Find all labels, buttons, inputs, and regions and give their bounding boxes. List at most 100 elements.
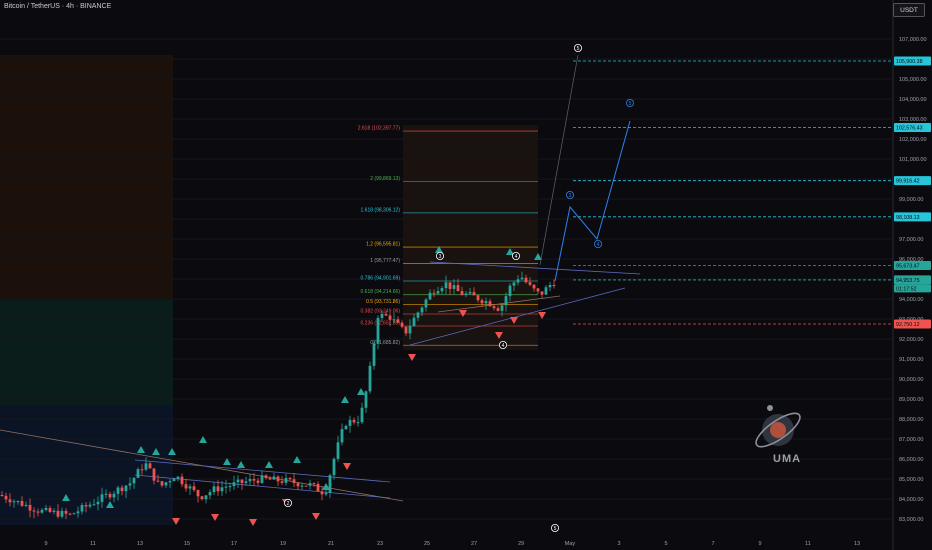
watermark-logo-icon [755, 412, 801, 448]
candle-body [176, 476, 180, 479]
x-tick-label: 19 [280, 541, 286, 547]
candle-body [148, 463, 152, 469]
x-tick-label: 23 [377, 541, 383, 547]
candle-body [260, 475, 264, 483]
candle-body [304, 485, 308, 487]
buy-signal-icon [435, 246, 443, 253]
candle-body [68, 513, 72, 515]
candle-body [248, 479, 252, 482]
buy-signal-icon [506, 248, 514, 255]
sell-signal-icon [538, 312, 546, 319]
candle-body [284, 477, 288, 483]
trend-line [409, 287, 626, 346]
candle-body [464, 293, 468, 296]
candle-body [420, 307, 424, 313]
candle-body [348, 419, 352, 426]
y-tick-label: 105,000.00 [899, 77, 927, 83]
wave-label: 3 [439, 254, 442, 260]
candle-body [412, 317, 416, 327]
candle-body [52, 510, 56, 512]
candle-body [164, 482, 168, 486]
price-tag [894, 56, 931, 66]
candle-body [236, 479, 240, 483]
y-tick-label: 101,000.00 [899, 157, 927, 163]
buy-signal-icon [341, 396, 349, 403]
y-tick-label: 90,000.00 [899, 377, 923, 383]
x-tick-label: 9 [44, 541, 47, 547]
candle-body [440, 288, 444, 292]
candle-body [120, 487, 124, 492]
candle-body [288, 477, 292, 480]
candle-body [328, 475, 332, 493]
candle-body [232, 482, 236, 487]
x-tick-label: 27 [471, 541, 477, 547]
wave-label-circle [512, 251, 521, 260]
candle-body [436, 291, 440, 294]
candle-body [396, 319, 400, 323]
candle-body [540, 291, 544, 295]
candle-body [104, 493, 108, 495]
candle-body [532, 284, 536, 289]
buy-signal-icon [152, 448, 160, 455]
candle-body [136, 469, 140, 478]
wave-label-circle [566, 190, 575, 199]
candle-body [296, 483, 300, 487]
y-tick-label: 104,000.00 [899, 97, 927, 103]
fib-label: 0.5 (93,731.86) [366, 299, 400, 305]
candle-body [484, 301, 488, 304]
x-tick-label: 13 [854, 541, 860, 547]
candle-body [424, 299, 428, 308]
buy-signal-icon [357, 388, 365, 395]
buy-signal-icon [106, 501, 114, 508]
chart-title: Bitcoin / TetherUS · 4h · BINANCE [4, 3, 112, 10]
wave-label-circle [574, 44, 583, 53]
buy-signal-icon [199, 436, 207, 443]
wave-label-circle [594, 239, 603, 248]
buy-signal-icon [534, 253, 542, 260]
candle-body [516, 279, 520, 283]
wave-label: 4 [597, 242, 600, 248]
sell-signal-icon [343, 463, 351, 470]
y-tick-label: 102,000.00 [899, 137, 927, 143]
candle-body [492, 306, 496, 309]
y-tick-label: 83,000.00 [899, 517, 923, 523]
x-tick-label: 11 [805, 541, 811, 547]
price-tag-label: 92,750.12 [896, 322, 920, 328]
wave-label-circle [283, 498, 292, 507]
price-tag [894, 176, 931, 186]
candle-body [204, 495, 208, 500]
candle-body [24, 504, 28, 506]
y-tick-label: 97,000.00 [899, 237, 923, 243]
candle-body [132, 477, 136, 484]
trend-line [429, 261, 641, 275]
wave-label: 4 [515, 254, 518, 260]
candle-body [308, 483, 312, 486]
candle-body [168, 481, 172, 483]
candle-body [332, 458, 336, 476]
currency-button[interactable]: USDT [893, 3, 925, 17]
candle-body [472, 292, 476, 296]
wave-label: 4 [502, 343, 505, 349]
candle-body [244, 481, 248, 484]
candle-body [380, 313, 384, 318]
x-tick-label: 7 [711, 541, 714, 547]
trend-line [134, 474, 391, 499]
candle-body [384, 313, 388, 316]
candle-body [160, 481, 164, 486]
price-tag-label: 94,953.75 [896, 278, 920, 284]
sell-signal-icon [211, 514, 219, 521]
fib-label: 0.236 (92,651.85) [361, 320, 401, 326]
candle-body [548, 285, 552, 288]
candle-body [408, 326, 412, 334]
sell-signal-icon [459, 310, 467, 317]
y-tick-label: 85,000.00 [899, 477, 923, 483]
y-axis-bg [893, 0, 932, 550]
candle-body [32, 510, 36, 512]
candle-body [152, 468, 156, 481]
candle-body [0, 495, 4, 496]
sell-signal-icon [249, 519, 257, 526]
wave-projection-line [539, 54, 579, 266]
candle-body [536, 288, 540, 292]
x-tick-label: 29 [518, 541, 524, 547]
